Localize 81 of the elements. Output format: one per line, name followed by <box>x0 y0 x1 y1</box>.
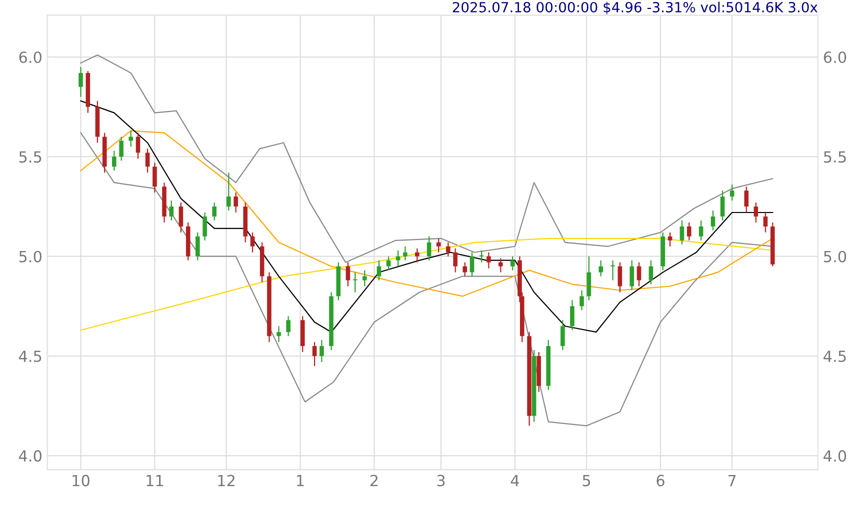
candlestick <box>234 192 238 214</box>
candlestick <box>446 242 450 257</box>
chart-title: 2025.07.18 00:00:00 $4.96 -3.31% vol:5014.6K 3.0x <box>452 2 818 14</box>
candlestick <box>169 200 174 222</box>
candlestick <box>754 202 758 224</box>
candlestick <box>648 260 654 285</box>
candlestick <box>403 246 408 261</box>
x-tick-label: 11 <box>146 474 164 486</box>
candlestick <box>352 272 358 293</box>
x-tick-label: 6 <box>656 474 664 486</box>
candlestick <box>196 232 200 261</box>
candlestick <box>744 186 749 214</box>
candlestick <box>320 340 324 363</box>
candlestick <box>212 202 217 222</box>
candlestick <box>686 222 692 241</box>
candlestick <box>376 260 382 281</box>
line-series <box>80 130 774 297</box>
candlestick <box>570 300 574 331</box>
y-tick-label: 5.0 <box>19 250 42 262</box>
y-tick-label: 4.0 <box>18 450 42 462</box>
line-series <box>80 132 774 426</box>
candlestick <box>510 256 515 271</box>
candlestick <box>362 270 367 287</box>
x-tick-label: 5 <box>582 474 590 486</box>
candlestick <box>128 130 134 148</box>
candlestick <box>426 236 432 261</box>
candlestick <box>698 220 704 241</box>
candlestick <box>312 342 317 367</box>
candlestick <box>462 262 468 277</box>
candlestick <box>226 172 231 212</box>
candlestick <box>152 162 157 194</box>
candlestick <box>710 210 716 231</box>
candlestick <box>470 252 474 277</box>
line-series <box>80 54 774 263</box>
y2-tick-label: 4.5 <box>824 350 846 362</box>
candlestick <box>680 220 684 245</box>
candlestick <box>250 232 255 253</box>
candlestick <box>668 232 672 247</box>
candlestick <box>580 290 584 311</box>
candlestick <box>386 256 391 271</box>
candlestick <box>202 212 207 241</box>
candlestick <box>178 202 184 233</box>
candlestick <box>610 260 615 281</box>
candlestick <box>630 260 634 291</box>
candlestick <box>415 248 420 263</box>
y-tick-label: 6.0 <box>19 51 42 64</box>
y2-tick-label: 5.5 <box>824 151 846 163</box>
candlestick <box>498 258 503 273</box>
candlestick <box>436 238 441 253</box>
y2-tick-label: 4.0 <box>824 450 846 462</box>
candlestick <box>618 262 622 293</box>
x-tick-label: 1 <box>297 474 304 486</box>
x-tick-label: 7 <box>728 474 736 486</box>
candlestick <box>720 190 725 222</box>
candlestick <box>346 262 350 287</box>
candlestick <box>479 250 484 263</box>
candlestick <box>112 150 116 172</box>
candlestick <box>136 132 140 160</box>
candlestick <box>730 184 734 202</box>
candlestick <box>276 326 281 343</box>
y-tick-label: 4.5 <box>18 350 42 362</box>
candlestick <box>286 316 290 337</box>
x-tick-label: 2 <box>370 474 378 486</box>
candlestick <box>636 262 642 287</box>
candlestick <box>78 66 83 98</box>
candlestick <box>486 252 491 269</box>
y2-tick-label: 6.0 <box>824 51 846 64</box>
candlestick <box>586 256 592 301</box>
candlestick <box>396 250 400 267</box>
x-tick-label: 10 <box>72 474 90 486</box>
x-tick-label: 12 <box>218 474 234 486</box>
y2-tick-label: 5.0 <box>824 250 846 262</box>
x-tick-label: 4 <box>510 474 519 486</box>
x-tick-label: 3 <box>437 474 445 486</box>
candlestick <box>598 260 603 277</box>
candlestick <box>453 248 458 273</box>
candlestick <box>145 148 150 174</box>
candlestick <box>763 212 768 233</box>
y-tick-label: 5.5 <box>19 151 42 163</box>
candlestick <box>119 136 124 162</box>
candlestick <box>560 320 565 351</box>
